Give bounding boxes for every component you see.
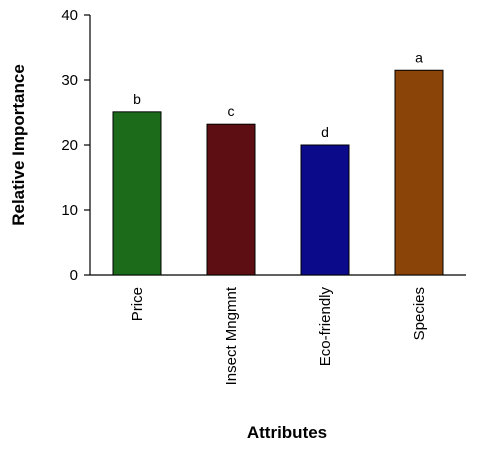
y-tick-label: 0 <box>70 267 78 284</box>
y-tick-label: 30 <box>61 72 78 89</box>
x-axis-title: Attributes <box>247 423 327 442</box>
bar-significance-letter: c <box>228 103 235 119</box>
y-axis: 0 10 20 30 40 <box>61 7 91 284</box>
y-tick-label: 20 <box>61 137 78 154</box>
x-category-label: Price <box>129 287 146 321</box>
x-category-label: Insect Mngmnt <box>223 286 240 385</box>
bar-price <box>112 111 162 276</box>
bar-significance-letter: d <box>321 124 329 140</box>
x-category-label: Eco-friendly <box>317 287 334 367</box>
y-tick-label: 40 <box>61 7 78 24</box>
y-axis-title: Relative Importance <box>9 64 28 226</box>
x-axis: Price Insect Mngmnt Eco-friendly Species <box>90 274 466 385</box>
bars: b c d a <box>112 49 444 276</box>
bar-eco-friendly <box>300 144 350 276</box>
bar-significance-letter: b <box>133 91 141 107</box>
x-category-label: Species <box>411 287 428 340</box>
bar-significance-letter: a <box>415 49 423 65</box>
bar-species <box>394 69 444 276</box>
bar-insect-mngmnt <box>206 123 256 276</box>
y-tick-label: 10 <box>61 202 78 219</box>
